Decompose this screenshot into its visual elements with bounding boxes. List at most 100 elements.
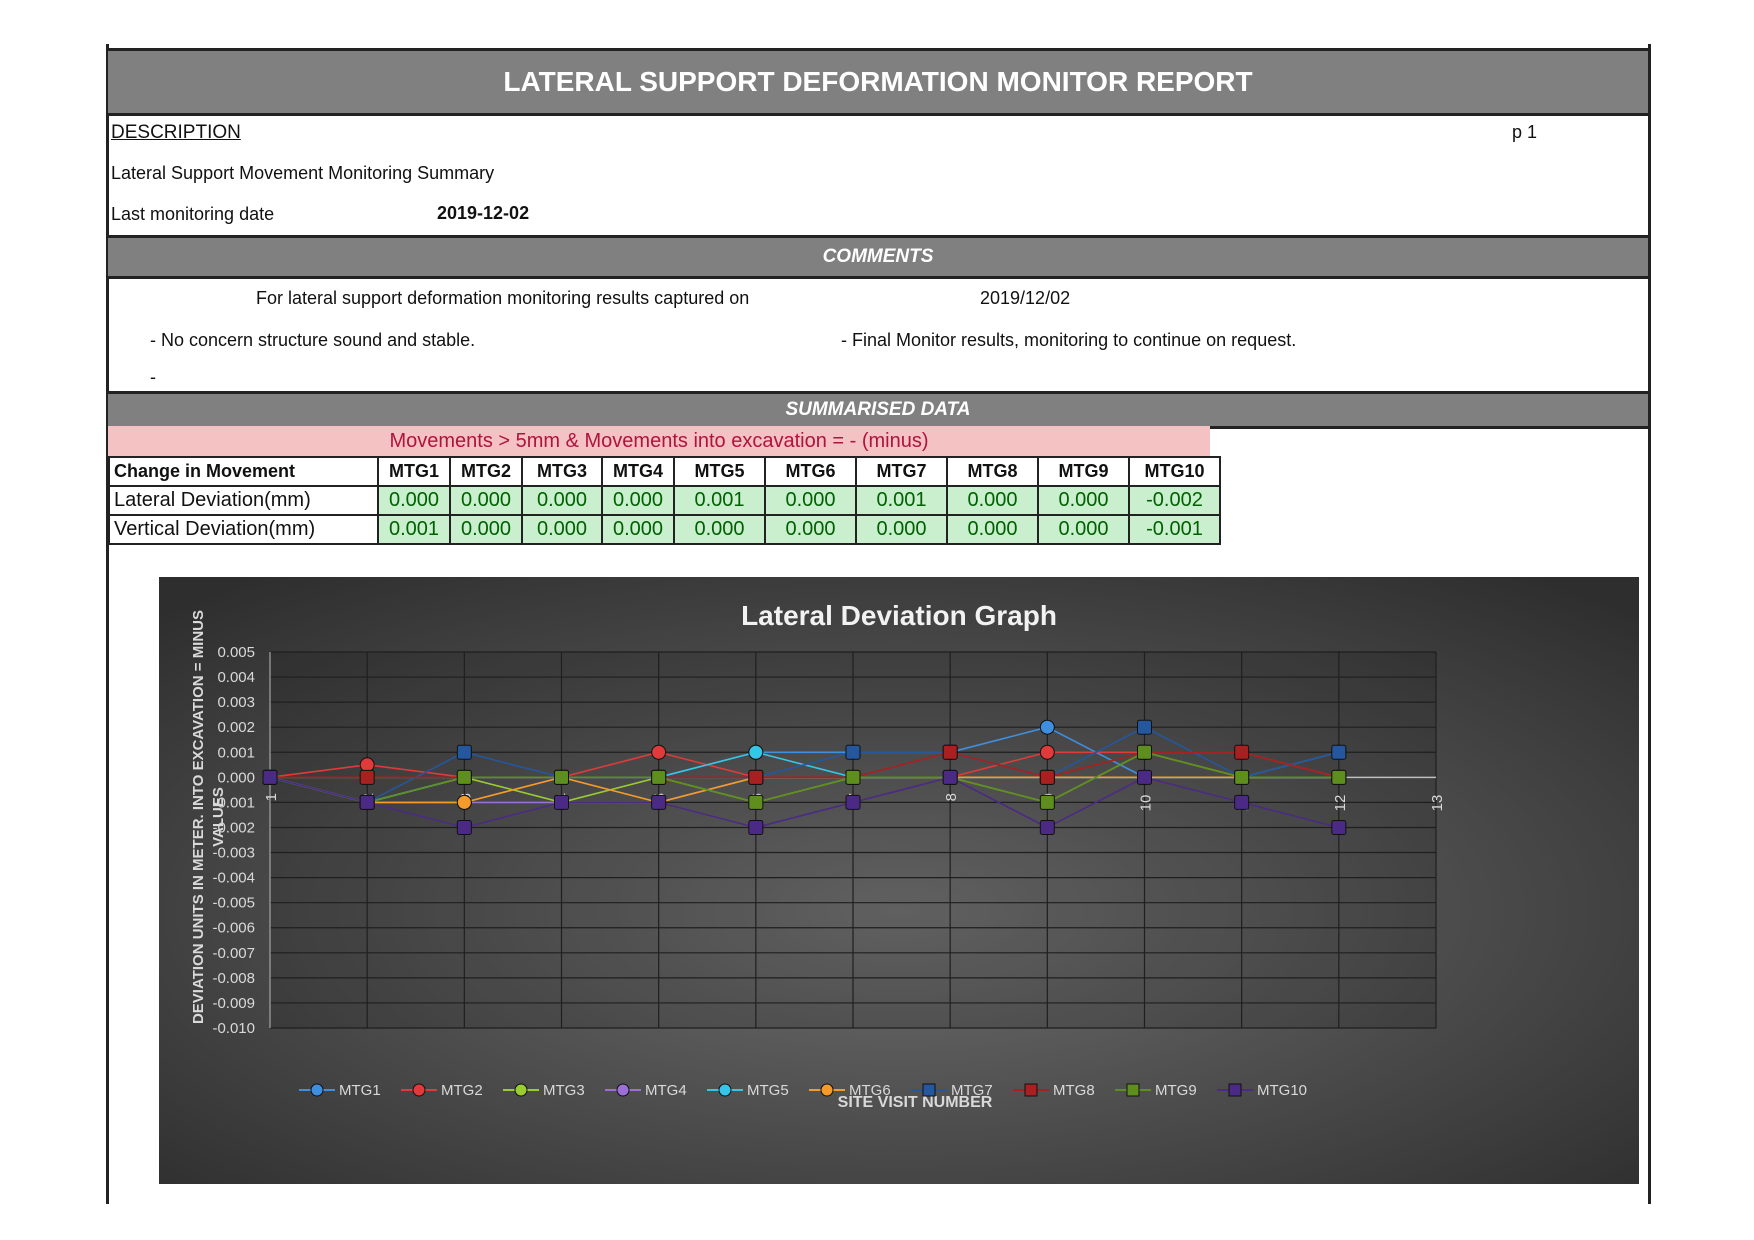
x-tick-label: 8 (943, 793, 960, 801)
table-row: Lateral Deviation(mm) 0.000 0.000 0.000 … (108, 485, 1221, 516)
data-point (1234, 769, 1250, 785)
legend-marker (1228, 1083, 1242, 1097)
column-header: MTG2 (449, 456, 523, 487)
data-point (845, 769, 861, 785)
y-tick-label: -0.001 (212, 794, 255, 811)
table-cell: 0.000 (946, 514, 1039, 545)
chart-background (159, 577, 1639, 1184)
legend-marker (412, 1083, 426, 1097)
data-point (1234, 744, 1250, 760)
table-header-row: Change in Movement MTG1 MTG2 MTG3 MTG4 M… (108, 456, 1221, 487)
summarised-data-header: SUMMARISED DATA (108, 391, 1648, 429)
data-point (651, 794, 667, 810)
legend-label: MTG4 (645, 1082, 687, 1099)
y-tick-label: -0.010 (212, 1020, 255, 1037)
data-point (748, 819, 764, 835)
table-cell: -0.002 (1128, 485, 1221, 516)
movement-warning-banner: Movements > 5mm & Movements into excavat… (108, 426, 1210, 456)
x-axis-label: SITE VISIT NUMBER (838, 1094, 993, 1111)
legend-label: MTG7 (951, 1082, 993, 1099)
data-point (456, 769, 472, 785)
comment-line: - No concern structure sound and stable. (150, 330, 476, 350)
series-line (269, 726, 1340, 804)
y-tick-label: -0.005 (212, 895, 255, 912)
legend-marker (718, 1083, 732, 1097)
y-tick-label: -0.008 (212, 970, 255, 987)
row-label: Vertical Deviation(mm) (108, 514, 379, 545)
last-monitoring-date: 2019-12-02 (437, 203, 530, 223)
data-point (942, 769, 958, 785)
legend-label: MTG6 (849, 1082, 891, 1099)
last-monitoring-label: Last monitoring date (111, 204, 275, 224)
table-cell: 0.000 (601, 485, 675, 516)
table-cell: 0.001 (377, 514, 451, 545)
lateral-deviation-chart: Lateral Deviation Graph SITE VISIT NUMBE… (159, 577, 1639, 1184)
x-tick-label: 1 (263, 793, 280, 801)
legend-label: MTG9 (1155, 1082, 1197, 1099)
series-line (270, 751, 1340, 779)
data-point (359, 769, 375, 785)
legend-marker (310, 1083, 324, 1097)
row-header-label: Change in Movement (108, 456, 379, 487)
table-cell: 0.000 (1037, 485, 1130, 516)
data-point (748, 744, 764, 760)
y-tick-label: -0.003 (212, 845, 255, 862)
row-label: Lateral Deviation(mm) (108, 485, 379, 516)
chart-series (262, 719, 1347, 835)
chart-legend: MTG1 MTG2 MTG3 MTG4 MTG5 MTG6 MTG7 MTG8 MTG9 MTG1… (299, 1082, 1307, 1099)
column-header: MTG8 (946, 456, 1039, 487)
x-tick-label: 13 (1429, 795, 1446, 812)
y-tick-label: -0.009 (212, 995, 255, 1012)
data-point (554, 769, 569, 785)
data-point (651, 744, 667, 760)
comments-date: 2019/12/02 (980, 288, 1071, 308)
table-cell: 0.000 (764, 514, 857, 545)
data-point (554, 794, 569, 810)
y-tick-label: 0.001 (217, 744, 255, 761)
y-tick-label: 0.003 (217, 694, 255, 711)
report-title: LATERAL SUPPORT DEFORMATION MONITOR REPO… (108, 48, 1648, 116)
page-border-left (106, 44, 109, 1204)
column-header: MTG3 (521, 456, 603, 487)
y-tick-label: -0.007 (212, 945, 255, 962)
legend-item: MTG3 (503, 1082, 585, 1099)
description-summary: Lateral Support Movement Monitoring Summ… (111, 163, 495, 183)
x-tick-label: 12 (1332, 795, 1349, 812)
data-point (845, 744, 861, 760)
table-cell: 0.000 (946, 485, 1039, 516)
data-point (1331, 769, 1347, 785)
legend-item: MTG4 (605, 1082, 687, 1099)
y-tick-labels: 0.005 0.004 0.003 0.002 0.001 0.000 -0.001 -0.0… (212, 644, 255, 1037)
comment-line: - Final Monitor results, monitoring to c… (841, 330, 1297, 350)
series-mtg9 (262, 744, 1347, 810)
x-tick-label: 10 (1138, 795, 1155, 812)
table-cell: 0.000 (449, 485, 523, 516)
chart-title: Lateral Deviation Graph (741, 600, 1057, 631)
series-mtg10 (262, 769, 1347, 835)
table-cell: -0.001 (1128, 514, 1221, 545)
data-point (262, 769, 278, 785)
y-tick-label: -0.006 (212, 920, 255, 937)
data-point (1137, 744, 1152, 760)
data-point (456, 794, 472, 810)
table-cell: 0.000 (673, 514, 766, 545)
data-point (748, 769, 764, 785)
data-point (1234, 794, 1250, 810)
y-axis-label-group: DEVIATION UNITS IN METER. INTO EXCAVATIO… (190, 610, 227, 1024)
legend-item: MTG2 (401, 1082, 483, 1099)
series-line (269, 776, 1340, 829)
data-point (942, 744, 958, 760)
column-header: MTG1 (377, 456, 451, 487)
y-tick-label: 0.002 (217, 719, 255, 736)
table-cell: 0.001 (673, 485, 766, 516)
comments-header: COMMENTS (108, 235, 1648, 279)
column-header: MTG7 (855, 456, 948, 487)
column-header: MTG10 (1128, 456, 1221, 487)
legend-item: MTG1 (299, 1082, 381, 1099)
column-header: MTG9 (1037, 456, 1130, 487)
table-cell: 0.000 (521, 485, 603, 516)
table-cell: 0.000 (855, 514, 948, 545)
table-cell: 0.001 (855, 485, 948, 516)
data-point (1039, 769, 1055, 785)
legend-label: MTG3 (543, 1082, 585, 1099)
